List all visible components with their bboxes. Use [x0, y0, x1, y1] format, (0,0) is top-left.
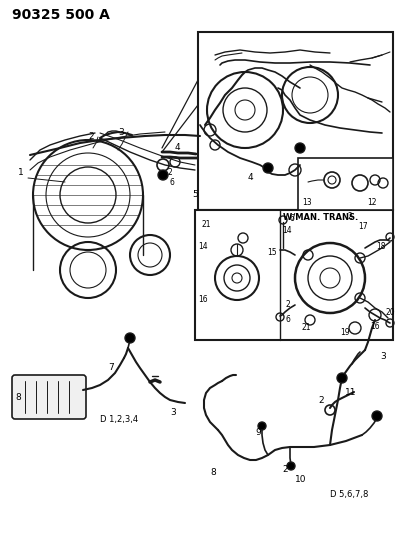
Text: 8: 8 [15, 393, 21, 402]
Text: 1: 1 [18, 168, 24, 177]
Text: 2: 2 [285, 300, 290, 309]
Text: D 1,2,3,4: D 1,2,3,4 [100, 415, 138, 424]
Text: 2: 2 [168, 168, 173, 177]
Text: 8: 8 [210, 468, 216, 477]
Text: 12: 12 [367, 198, 377, 207]
Text: 6: 6 [290, 214, 295, 223]
Text: 18: 18 [376, 242, 386, 251]
Text: 11: 11 [345, 388, 357, 397]
Bar [195, 210, 393, 340]
Circle shape [258, 422, 266, 430]
Text: 7: 7 [108, 363, 114, 372]
FancyBboxPatch shape [12, 375, 86, 419]
Circle shape [337, 373, 347, 383]
Text: 17: 17 [358, 222, 368, 231]
Text: 6: 6 [170, 178, 175, 187]
Text: 19: 19 [340, 328, 349, 337]
Text: 14: 14 [198, 242, 208, 251]
Text: 21: 21 [202, 220, 211, 229]
Text: 5: 5 [192, 190, 198, 199]
Text: 3: 3 [170, 408, 176, 417]
Text: 4: 4 [175, 143, 181, 152]
Text: 21: 21 [302, 323, 312, 332]
Circle shape [372, 411, 382, 421]
Text: 15: 15 [267, 248, 277, 257]
Bar [198, 32, 393, 210]
Text: 6: 6 [285, 315, 290, 324]
Text: 16: 16 [370, 322, 380, 331]
Text: 13: 13 [302, 198, 312, 207]
Circle shape [295, 143, 305, 153]
Text: 2: 2 [282, 465, 288, 474]
Text: 2: 2 [88, 132, 94, 141]
Text: 10: 10 [295, 475, 306, 484]
Text: 9: 9 [255, 428, 261, 437]
Circle shape [125, 333, 135, 343]
Text: D 5,6,7,8: D 5,6,7,8 [330, 490, 369, 499]
Text: 2: 2 [348, 212, 353, 221]
Text: 90325 500 A: 90325 500 A [12, 8, 110, 22]
Circle shape [263, 163, 273, 173]
Text: 14: 14 [282, 226, 292, 235]
Text: 4: 4 [248, 173, 254, 182]
Text: 20: 20 [385, 308, 395, 317]
Text: W/MAN. TRANS.: W/MAN. TRANS. [283, 212, 358, 221]
Text: 2: 2 [318, 396, 324, 405]
Bar [298, 158, 393, 210]
Text: 3: 3 [380, 352, 386, 361]
Text: 16: 16 [198, 295, 208, 304]
Circle shape [287, 462, 295, 470]
Circle shape [158, 170, 168, 180]
Text: 3: 3 [118, 128, 124, 137]
